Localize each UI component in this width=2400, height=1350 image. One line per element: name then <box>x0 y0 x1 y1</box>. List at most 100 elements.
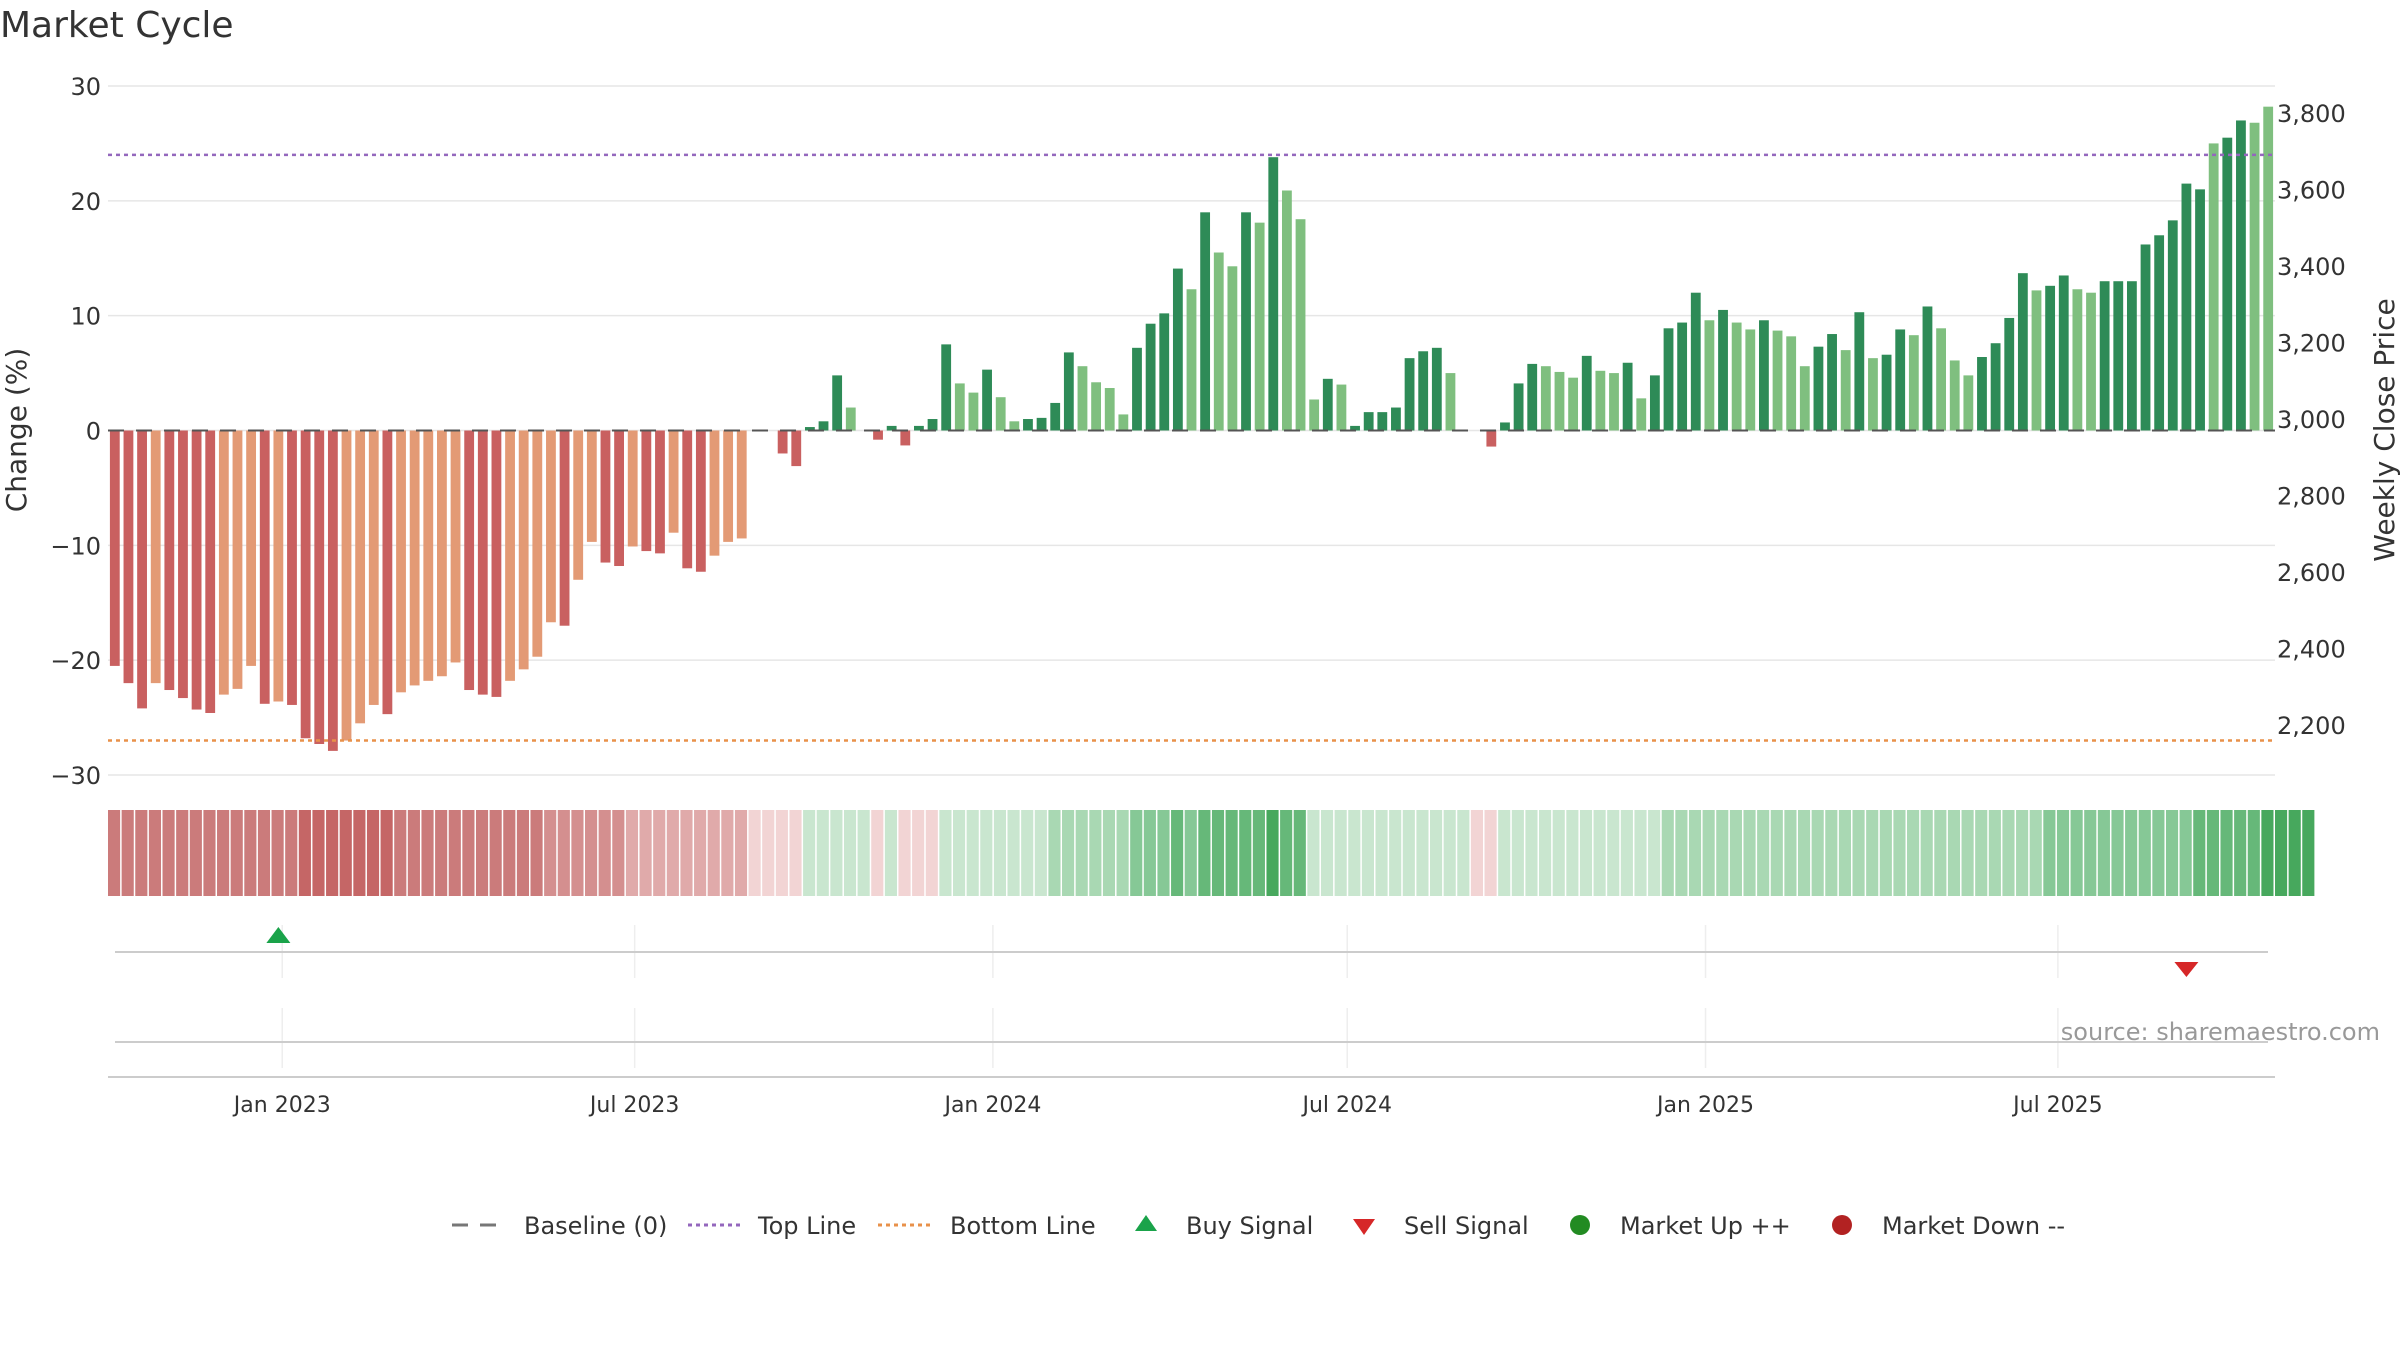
heat-cell <box>176 810 189 896</box>
change-bar <box>1854 312 1865 431</box>
change-bar <box>409 430 420 686</box>
change-bar <box>1977 357 1987 431</box>
legend-label-baseline: Baseline (0) <box>524 1212 667 1240</box>
heat-cell <box>326 810 339 896</box>
heat-cell <box>1184 810 1197 896</box>
change-bar <box>1077 366 1088 431</box>
legend-item-baseline: Baseline (0) <box>452 1212 667 1240</box>
heat-cell <box>1579 810 1593 896</box>
legend-label-market-down: Market Down -- <box>1882 1212 2065 1240</box>
heat-cell <box>2206 810 2219 896</box>
change-bar <box>2058 275 2069 431</box>
heat-cell <box>1361 810 1374 896</box>
heat-cell <box>980 810 993 896</box>
change-bar <box>1281 190 1292 431</box>
heat-cell <box>925 810 938 896</box>
change-bar <box>1486 430 1497 447</box>
change-bar <box>1227 266 1238 431</box>
heat-cell <box>203 810 216 896</box>
change-bar <box>2004 317 2015 431</box>
heat-cell <box>898 810 911 896</box>
heat-cell <box>789 810 802 896</box>
heat-cell <box>366 810 380 896</box>
heat-cell <box>585 810 598 896</box>
change-bar <box>559 430 570 626</box>
heat-cell <box>1211 810 1225 896</box>
heat-cell <box>1688 810 1702 896</box>
heat-cell <box>1593 810 1606 896</box>
change-bar <box>191 430 202 710</box>
y-tick-label: 0 <box>86 418 101 446</box>
heat-cell <box>1675 810 1688 896</box>
heat-cell <box>148 810 162 896</box>
heat-cell <box>407 810 420 896</box>
legend-item-market-down: Market Down -- <box>1832 1212 2065 1240</box>
change-bar <box>1649 375 1660 431</box>
heat-cell <box>1757 810 1770 896</box>
heat-cell <box>285 810 298 896</box>
heat-cell <box>1143 810 1156 896</box>
heat-cell <box>2234 810 2247 896</box>
buy-signal-marker <box>266 927 291 943</box>
heat-cell <box>1089 810 1102 896</box>
signal-panel <box>115 925 2268 978</box>
heat-cell <box>1648 810 1661 896</box>
heat-cell <box>435 810 448 896</box>
change-bar <box>1759 320 1769 431</box>
change-bar <box>1513 383 1524 431</box>
heat-cell <box>1198 810 1211 896</box>
heat-cell <box>1007 810 1020 896</box>
heat-cell <box>1293 810 1306 896</box>
change-bar <box>287 430 297 705</box>
heat-cell <box>1348 810 1361 896</box>
heat-cell <box>1661 810 1674 896</box>
heat-cell <box>530 810 543 896</box>
change-bar <box>968 392 979 431</box>
change-bar <box>1663 328 1674 431</box>
heat-cell <box>666 810 679 896</box>
change-bar <box>1609 373 1619 431</box>
heat-cell <box>843 810 857 896</box>
y2-tick-label: 3,800 <box>2277 100 2346 128</box>
change-bar <box>736 430 747 539</box>
change-bar <box>2181 183 2192 431</box>
change-bar <box>1172 268 1183 431</box>
heat-cell <box>1866 810 1879 896</box>
change-bar <box>1786 336 1797 431</box>
legend-label-sell-signal: Sell Signal <box>1404 1212 1529 1240</box>
heat-cell <box>680 810 693 896</box>
heat-cell <box>2302 810 2315 896</box>
heat-cell <box>448 810 461 896</box>
change-bar <box>477 430 488 695</box>
x-tick-label: Jan 2024 <box>942 1093 1041 1118</box>
heat-cell <box>952 810 966 896</box>
heat-cell <box>1334 810 1347 896</box>
heat-cell <box>993 810 1007 896</box>
heat-cell <box>2247 810 2260 896</box>
change-bar <box>1063 352 1074 431</box>
change-bar <box>1731 322 1742 431</box>
heat-cell <box>639 810 652 896</box>
heat-cell <box>1430 810 1443 896</box>
heat-cell <box>244 810 257 896</box>
heat-cell <box>1171 810 1184 896</box>
change-bar <box>2086 292 2096 431</box>
x-tick-label: Jan 2025 <box>1655 1093 1754 1118</box>
heat-cell <box>1743 810 1756 896</box>
heat-cell <box>884 810 897 896</box>
change-bar <box>655 430 665 554</box>
change-bar <box>232 430 243 689</box>
change-bar <box>205 430 216 713</box>
heat-cell <box>2138 810 2151 896</box>
change-bar <box>1881 354 1892 431</box>
change-bar <box>1595 370 1606 431</box>
heat-cell <box>1525 810 1538 896</box>
change-bar <box>2126 281 2137 431</box>
change-bar <box>1254 222 1265 431</box>
heat-cell <box>775 810 788 896</box>
heat-cell <box>1416 810 1429 896</box>
change-bar <box>1091 382 1102 431</box>
heat-cell <box>1062 810 1075 896</box>
legend-item-bottom-line: Bottom Line <box>878 1212 1096 1240</box>
heat-cell <box>298 810 311 896</box>
